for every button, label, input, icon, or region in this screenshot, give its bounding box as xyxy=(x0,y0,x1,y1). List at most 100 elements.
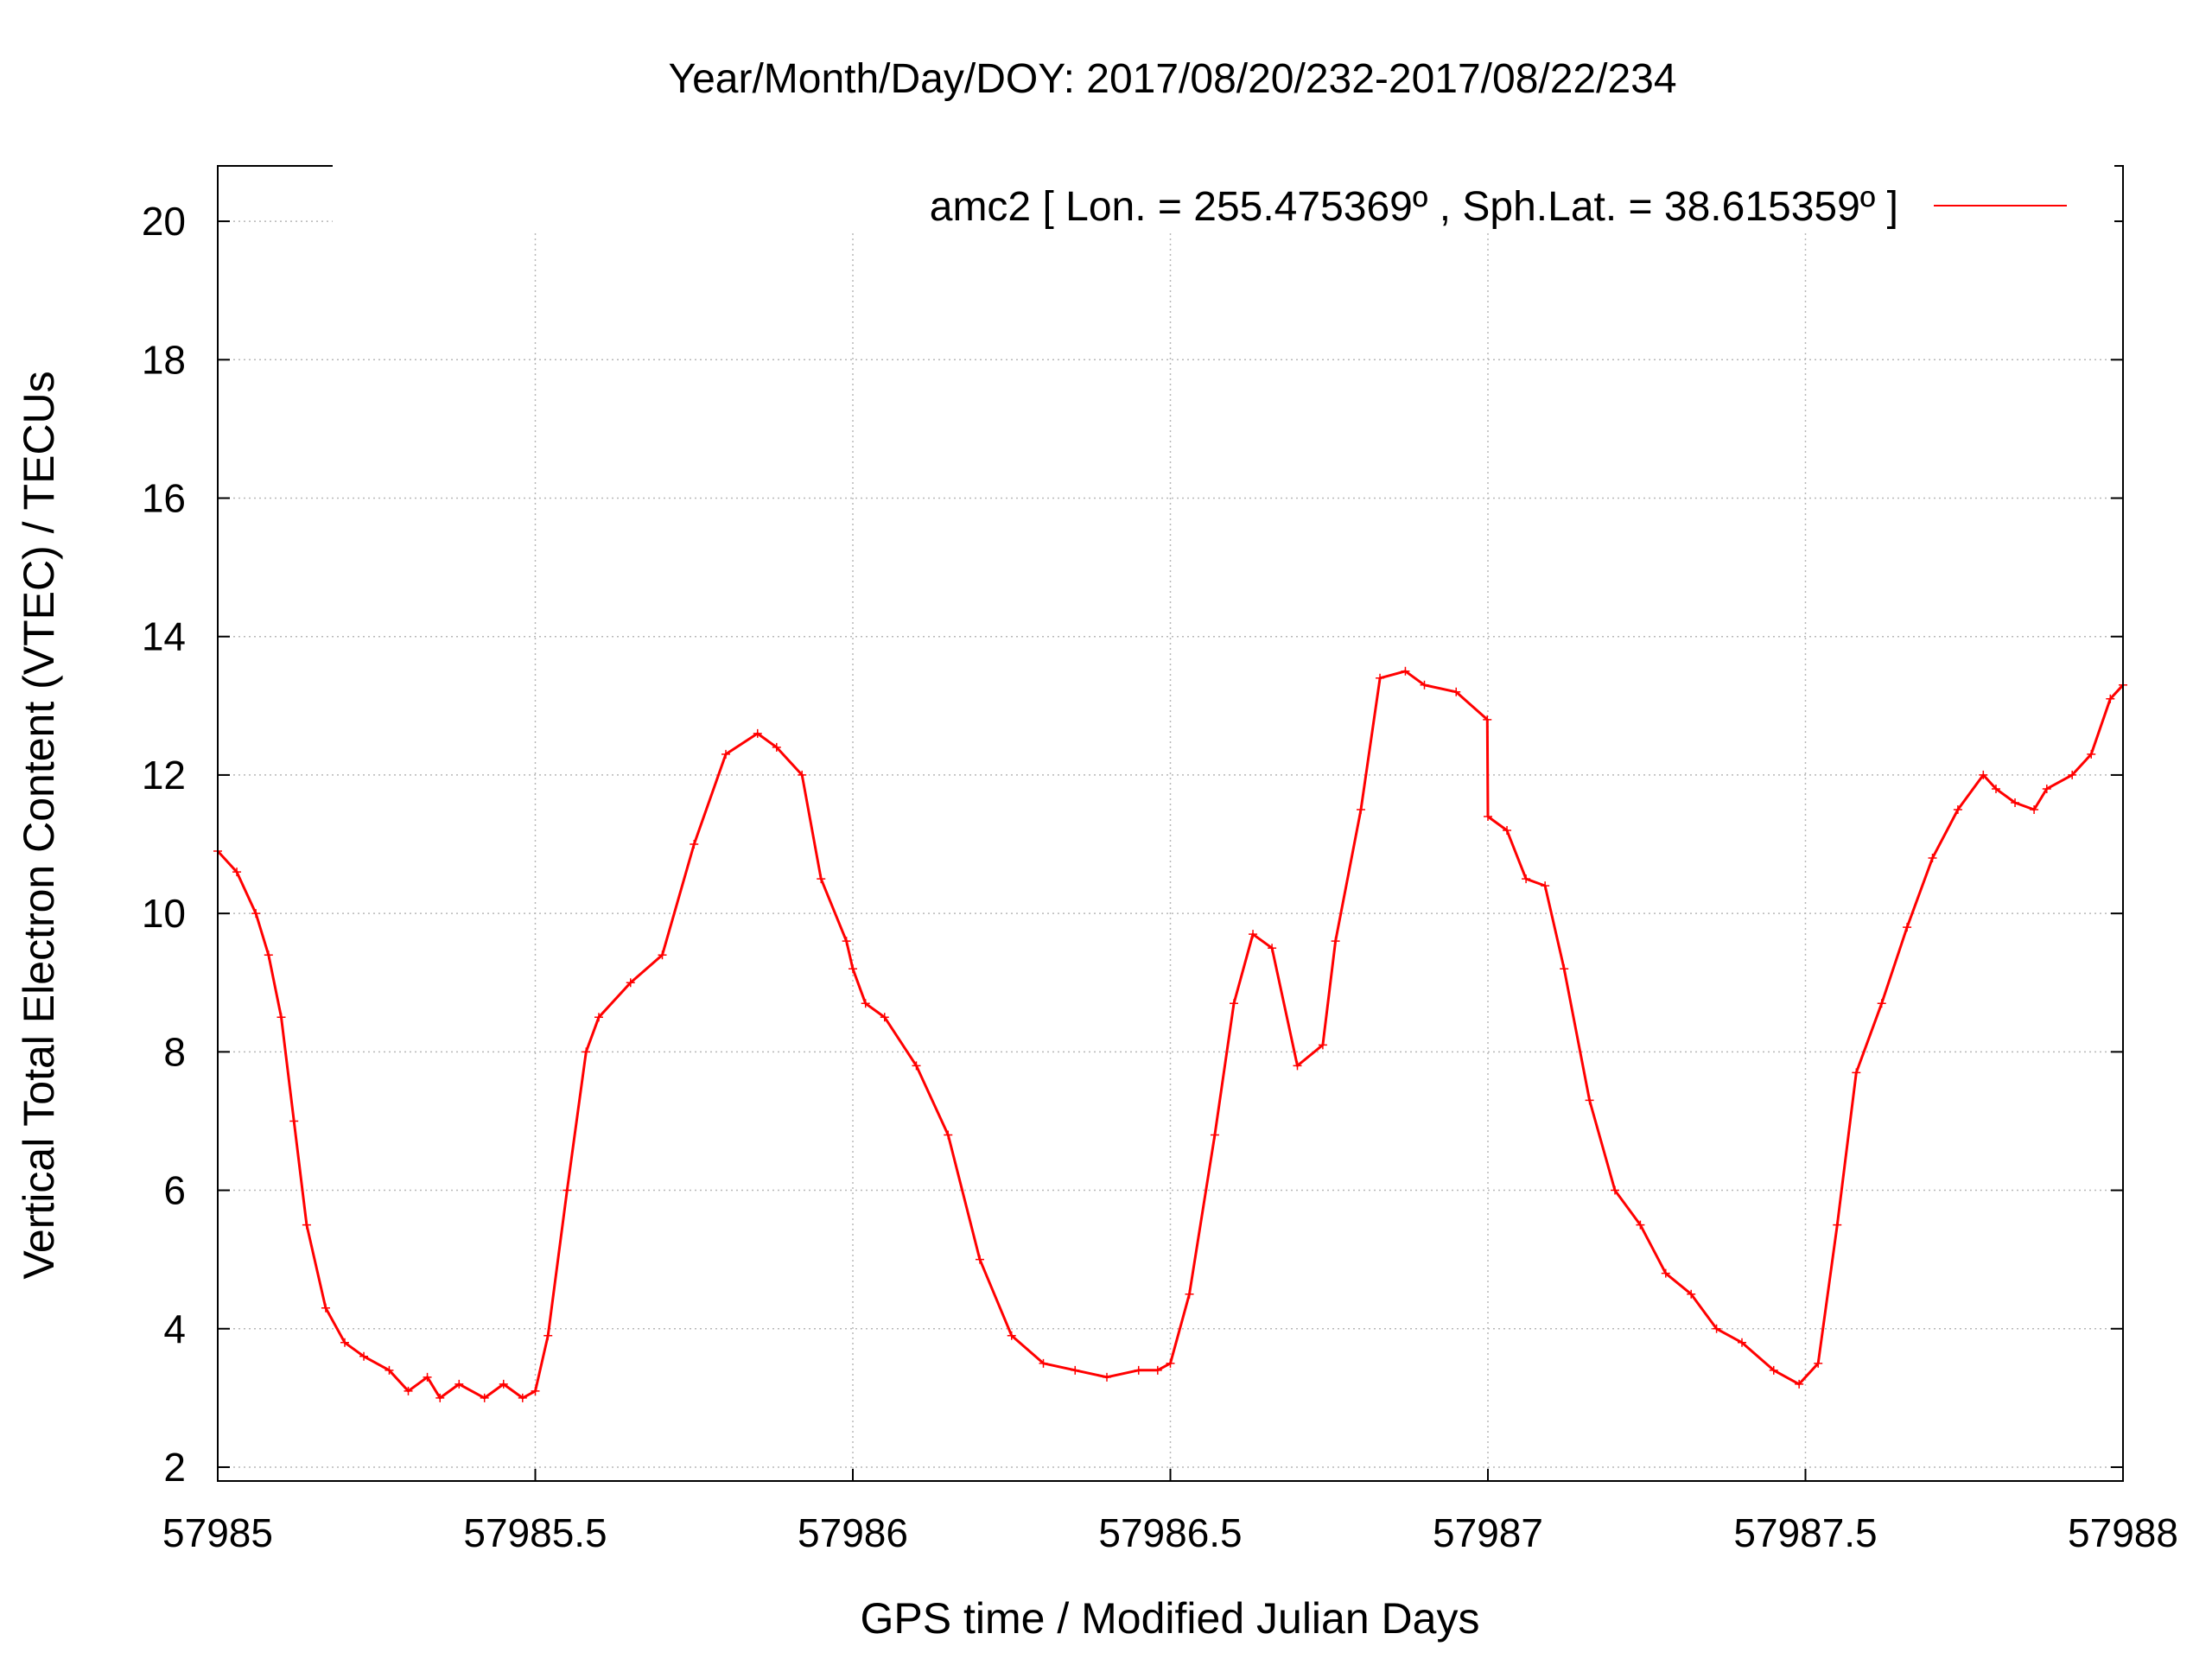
data-point-marker xyxy=(1318,1040,1327,1050)
x-tick-label: 57986.5 xyxy=(1098,1510,1242,1555)
data-point-marker xyxy=(1522,874,1531,884)
data-point-marker xyxy=(2042,784,2051,793)
data-point-marker xyxy=(1293,1061,1302,1071)
data-point-marker xyxy=(543,1331,553,1340)
data-point-marker xyxy=(1712,1324,1721,1333)
data-point-marker xyxy=(563,1185,572,1195)
data-point-marker xyxy=(1636,1220,1645,1230)
y-tick-label: 18 xyxy=(142,337,186,382)
data-point-marker xyxy=(1953,804,1962,814)
data-point-marker xyxy=(499,1379,508,1389)
data-point-marker xyxy=(435,1393,445,1402)
y-tick-label: 8 xyxy=(163,1029,186,1074)
data-point-marker xyxy=(944,1130,953,1140)
series-line-group xyxy=(213,666,2127,1402)
data-point-marker xyxy=(2087,749,2096,759)
data-point-marker xyxy=(1007,1331,1016,1340)
data-point-marker xyxy=(1230,999,1238,1008)
data-point-marker xyxy=(385,1365,394,1375)
data-point-marker xyxy=(531,1386,540,1395)
data-point-marker xyxy=(1928,854,1937,863)
y-axis-title: Vertical Total Electron Content (VTEC) /… xyxy=(15,371,63,1279)
data-point-marker xyxy=(1210,1130,1219,1140)
data-point-marker xyxy=(480,1393,489,1402)
chart-title: Year/Month/Day/DOY: 2017/08/20/232-2017/… xyxy=(668,56,1676,102)
x-tick-label: 57987.5 xyxy=(1733,1510,1877,1555)
data-point-marker xyxy=(1541,881,1550,891)
data-point-marker xyxy=(321,1303,330,1313)
data-point-marker xyxy=(1877,999,1886,1008)
data-point-marker xyxy=(721,749,730,759)
data-point-marker xyxy=(1814,1358,1823,1368)
data-point-marker xyxy=(1331,937,1340,946)
y-tick-label: 16 xyxy=(142,476,186,521)
x-tick-labels: 57985 57985.5 57986 57986.5 57987 57987.5 5798… xyxy=(162,1510,2178,1555)
data-point-marker xyxy=(1852,1068,1861,1077)
data-point-marker xyxy=(1039,1358,1048,1368)
data-point-marker xyxy=(1560,964,1569,974)
x-tick-label: 57986 xyxy=(798,1510,908,1555)
data-point-marker xyxy=(880,1013,889,1022)
data-point-marker xyxy=(1661,1268,1670,1278)
data-point-marker xyxy=(1687,1289,1696,1299)
data-point-marker xyxy=(404,1386,413,1395)
data-point-marker xyxy=(1103,1372,1111,1382)
data-point-marker xyxy=(359,1351,369,1361)
data-point-marker xyxy=(1134,1365,1143,1375)
data-point-marker xyxy=(1249,930,1258,939)
data-point-marker xyxy=(1357,804,1365,814)
data-point-marker xyxy=(817,874,826,884)
data-point-marker xyxy=(1833,1220,1842,1230)
legend-entry-label: amc2 [ Lon. = 255.475369º , Sph.Lat. = 3… xyxy=(930,184,1898,230)
data-point-marker xyxy=(1992,784,2000,793)
y-tick-labels: 2 4 6 8 10 12 14 16 18 20 xyxy=(142,199,186,1490)
data-point-marker xyxy=(423,1372,432,1382)
data-point-marker xyxy=(264,950,273,960)
y-tick-label: 10 xyxy=(142,891,186,936)
data-point-marker xyxy=(1738,1338,1746,1347)
data-point-marker xyxy=(454,1379,464,1389)
legend: amc2 [ Lon. = 255.475369º , Sph.Lat. = 3… xyxy=(333,162,2114,230)
gridlines xyxy=(218,166,2123,1481)
legend-background xyxy=(333,162,2114,230)
data-point-marker xyxy=(1585,1096,1594,1105)
data-point-marker xyxy=(340,1338,349,1347)
data-point-marker xyxy=(2068,770,2077,779)
data-point-marker xyxy=(1376,673,1385,683)
data-point-marker xyxy=(1503,826,1512,836)
data-point-marker xyxy=(1484,811,1492,821)
data-point-marker xyxy=(1979,770,1988,779)
data-point-marker xyxy=(1903,923,1912,932)
y-tick-label: 20 xyxy=(142,199,186,244)
x-tick-label: 57985 xyxy=(162,1510,273,1555)
data-point-marker xyxy=(1611,1185,1619,1195)
data-point-marker xyxy=(753,728,762,738)
y-tick-label: 14 xyxy=(142,614,186,659)
data-point-marker xyxy=(276,1013,286,1022)
data-point-marker xyxy=(594,1013,603,1022)
data-point-marker xyxy=(1401,666,1410,676)
x-tick-label: 57988 xyxy=(2068,1510,2178,1555)
data-point-marker xyxy=(302,1220,311,1230)
x-tick-label: 57985.5 xyxy=(463,1510,607,1555)
data-point-marker xyxy=(1483,715,1492,724)
data-point-marker xyxy=(626,978,635,988)
data-point-marker xyxy=(1268,944,1277,953)
data-point-marker xyxy=(2011,798,2020,807)
x-axis-title: GPS time / Modified Julian Days xyxy=(861,1594,1480,1643)
data-point-marker xyxy=(842,937,851,946)
data-point-marker xyxy=(798,770,807,779)
data-point-marker xyxy=(1420,680,1429,690)
data-point-marker xyxy=(976,1255,984,1264)
data-point-marker xyxy=(1769,1365,1778,1375)
data-point-marker xyxy=(1185,1289,1194,1299)
data-point-marker xyxy=(251,909,261,918)
data-point-marker xyxy=(849,964,857,974)
y-tick-label: 4 xyxy=(163,1306,186,1351)
data-point-marker xyxy=(912,1061,921,1071)
data-point-marker xyxy=(2106,694,2115,703)
data-point-marker xyxy=(232,868,242,877)
data-point-marker xyxy=(2030,804,2039,814)
